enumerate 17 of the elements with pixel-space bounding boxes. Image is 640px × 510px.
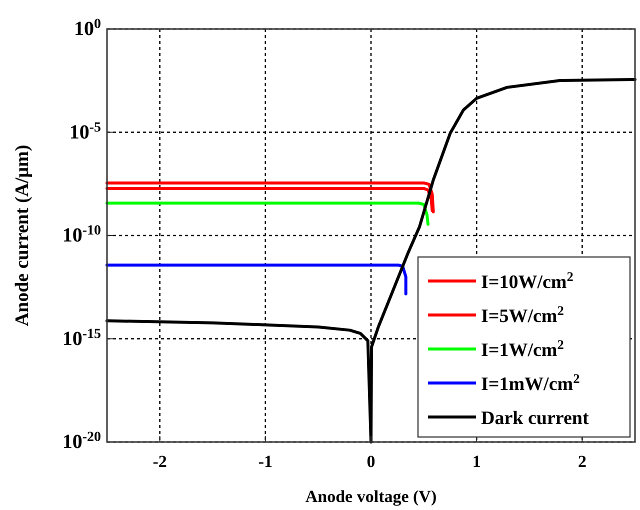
legend-label: I=1W/cm$^{2}$ [481, 336, 564, 361]
legend-label: I=10W/cm$^{2}$ [481, 268, 574, 293]
x-tick-label: -1 [258, 452, 272, 471]
x-tick-label: 2 [578, 452, 586, 471]
x-tick-label: 1 [472, 452, 481, 471]
legend-label: I=5W/cm$^{2}$ [481, 302, 564, 327]
y-tick-label: 10$^{-15}$ [62, 326, 101, 350]
y-tick-label: 10$^{0}$ [74, 16, 101, 40]
legend-label: I=1mW/cm$^{2}$ [481, 370, 580, 395]
legend-label: Dark current [481, 408, 590, 429]
y-axis-title: Anode current (A/μm) [12, 144, 33, 326]
y-tick-label: 10$^{-20}$ [62, 430, 101, 453]
y-tick-label: 10$^{-10}$ [62, 223, 101, 246]
y-tick-label: 10$^{-5}$ [69, 120, 101, 144]
x-tick-label: 0 [366, 452, 376, 471]
x-axis-title: Anode voltage (V) [305, 487, 437, 506]
x-tick-label: -2 [152, 452, 167, 471]
